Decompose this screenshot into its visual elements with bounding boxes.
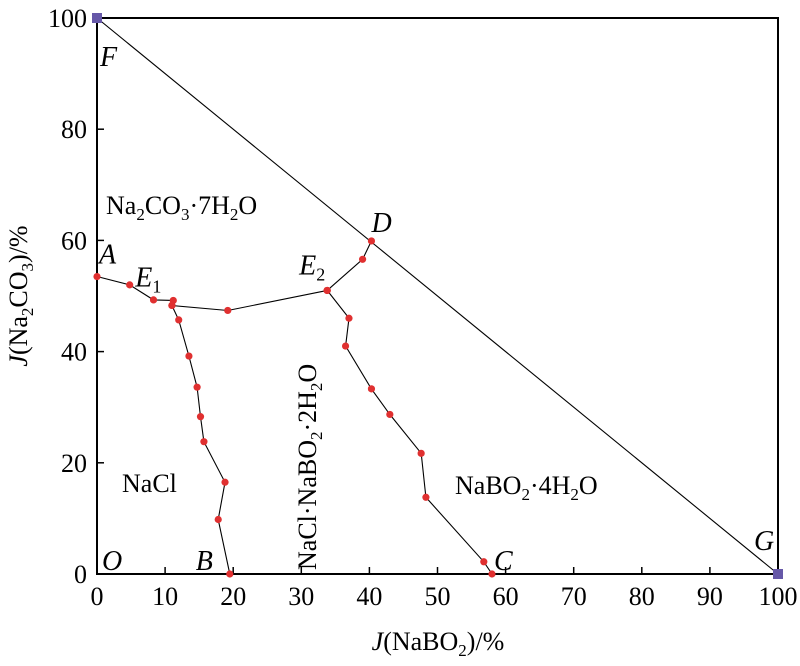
point-label-e2: E2 bbox=[298, 250, 325, 284]
y-tick-label: 100 bbox=[48, 4, 87, 33]
data-point bbox=[149, 296, 158, 304]
data-point bbox=[417, 449, 425, 457]
data-points bbox=[92, 13, 783, 579]
x-tick-label: 30 bbox=[288, 582, 314, 611]
data-point bbox=[168, 301, 176, 310]
data-point bbox=[196, 413, 205, 421]
data-point bbox=[341, 342, 350, 350]
data-point bbox=[221, 478, 229, 486]
data-point bbox=[214, 515, 222, 524]
point-label-g: G bbox=[754, 526, 774, 557]
anhydrous-line-fg bbox=[96, 17, 779, 575]
y-tick-label: 0 bbox=[74, 560, 87, 589]
region-label-nacl-nabo2-2h2o: NaCl·NaBO2·2H2O bbox=[293, 364, 326, 570]
phase-boundaries bbox=[96, 17, 779, 575]
y-axis-title: J(Na2CO3)/% bbox=[4, 225, 37, 366]
x-tick-label: 0 bbox=[91, 582, 104, 611]
data-point bbox=[367, 237, 376, 245]
data-point bbox=[488, 570, 496, 578]
point-label-e1: E1 bbox=[134, 262, 161, 296]
x-tick-label: 50 bbox=[425, 582, 451, 611]
axis-ticks: 0 10 20 30 40 50 60 70 80 90 100 0 20 40 60 80 100 bbox=[48, 4, 798, 611]
y-tick-label: 80 bbox=[61, 115, 87, 144]
data-point bbox=[93, 272, 101, 281]
x-tick-label: 40 bbox=[356, 582, 382, 611]
pure-component-marker bbox=[773, 569, 783, 579]
data-point bbox=[224, 306, 232, 315]
y-tick-label: 20 bbox=[61, 449, 87, 478]
data-point bbox=[358, 255, 367, 263]
data-point bbox=[200, 438, 208, 446]
x-tick-label: 80 bbox=[629, 582, 655, 611]
region-label-nabo2-4h2o: NaBO2·4H2O bbox=[455, 471, 598, 504]
x-axis-title: J(NaBO2)/% bbox=[372, 627, 505, 660]
point-label-a: A bbox=[97, 240, 117, 271]
phase-boundary-curve bbox=[326, 240, 372, 291]
x-tick-label: 20 bbox=[220, 582, 246, 611]
data-point bbox=[367, 385, 376, 393]
data-point bbox=[226, 570, 234, 578]
region-label-nacl: NaCl bbox=[122, 469, 177, 498]
data-point bbox=[185, 352, 193, 360]
data-point bbox=[422, 493, 430, 501]
region-label-na2co3-7h2o: Na2CO3·7H2O bbox=[106, 191, 257, 224]
data-point bbox=[126, 281, 134, 289]
data-point bbox=[345, 314, 353, 322]
x-tick-label: 70 bbox=[561, 582, 587, 611]
data-point bbox=[175, 316, 183, 324]
point-label-f: F bbox=[99, 42, 118, 73]
point-label-b: B bbox=[196, 546, 213, 577]
phase-boundary-curve bbox=[326, 290, 493, 575]
point-labels: A E1 E2 D F G O B C bbox=[97, 42, 774, 577]
point-label-d: D bbox=[370, 208, 391, 239]
data-point bbox=[323, 286, 331, 295]
x-tick-label: 60 bbox=[493, 582, 519, 611]
phase-boundary-curve bbox=[96, 275, 328, 312]
y-tick-label: 60 bbox=[61, 226, 87, 255]
data-point bbox=[480, 558, 488, 566]
data-point bbox=[193, 383, 201, 391]
pure-component-marker bbox=[92, 13, 102, 23]
data-point bbox=[386, 410, 394, 419]
y-tick-label: 40 bbox=[61, 338, 87, 367]
x-tick-label: 100 bbox=[759, 582, 798, 611]
x-tick-label: 90 bbox=[697, 582, 723, 611]
point-label-o: O bbox=[102, 546, 122, 577]
point-label-c: C bbox=[494, 546, 513, 577]
phase-boundary-curve bbox=[171, 305, 231, 575]
x-tick-label: 10 bbox=[152, 582, 178, 611]
